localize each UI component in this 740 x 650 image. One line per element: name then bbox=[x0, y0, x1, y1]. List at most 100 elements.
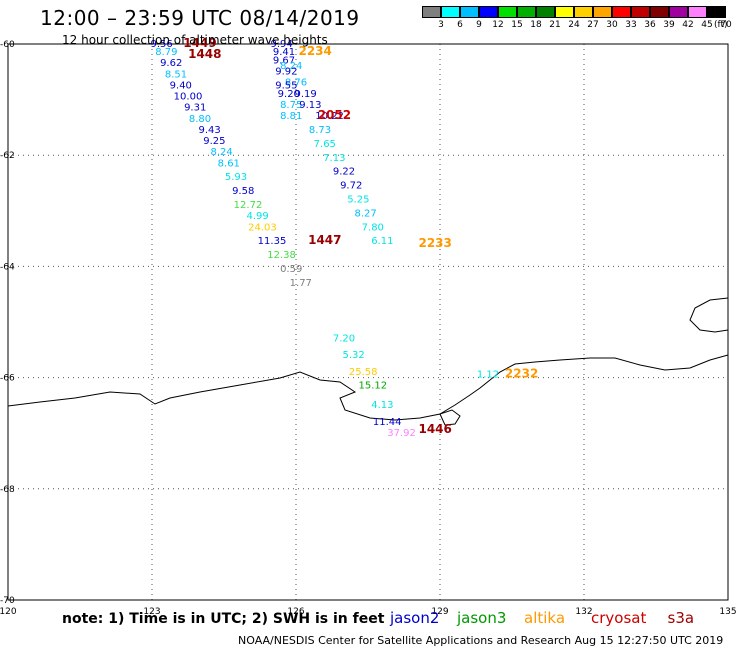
swh-value-label: 11.35 bbox=[258, 236, 287, 247]
swh-value-label: 9.19 bbox=[294, 89, 316, 100]
swh-value-label: 0.59 bbox=[280, 264, 302, 275]
swh-value-label: 8.51 bbox=[165, 69, 187, 80]
grid-lines bbox=[7, 43, 729, 601]
swh-value-label: 12.72 bbox=[234, 200, 263, 211]
colorbar-label: 24 bbox=[568, 20, 580, 30]
colorbar-swatch bbox=[707, 6, 726, 18]
colorbar-label: 36 bbox=[644, 20, 656, 30]
colorbar-label: 39 bbox=[663, 20, 675, 30]
pass-time-label: 1448 bbox=[188, 47, 221, 61]
swh-value-label: 9.72 bbox=[340, 181, 362, 192]
swh-value-label: 9.31 bbox=[184, 103, 206, 114]
satellite-legend-item: jason2 bbox=[390, 609, 440, 627]
colorbar-label: 70 bbox=[720, 20, 732, 30]
swh-value-label: 1.77 bbox=[290, 278, 312, 289]
chart-subtitle: 12 hour collection of altimeter wave hei… bbox=[62, 33, 328, 47]
y-tick-label: -64 bbox=[0, 262, 15, 272]
x-tick-label: 129 bbox=[431, 607, 448, 617]
y-tick-label: -60 bbox=[0, 40, 15, 50]
colorbar-swatch bbox=[593, 6, 612, 18]
swh-value-label: 25.58 bbox=[349, 367, 378, 378]
swh-value-label: 8.24 bbox=[280, 61, 302, 72]
swh-value-label: 6.11 bbox=[371, 236, 393, 247]
satellite-legend-item: altika bbox=[524, 609, 566, 627]
swh-value-label: 37.92 bbox=[387, 428, 416, 439]
colorbar-unit: (ft) bbox=[714, 20, 728, 30]
swh-value-label: 8.73 bbox=[309, 125, 331, 136]
y-tick-label: -70 bbox=[0, 596, 15, 606]
swh-value-label: 8.79 bbox=[155, 47, 177, 58]
coastline-path bbox=[689, 297, 729, 333]
satellite-legend-item: jason3 bbox=[457, 609, 507, 627]
swh-value-label: 9.41 bbox=[273, 47, 295, 58]
pass-time-label: 1449 bbox=[183, 36, 216, 50]
colorbar-label: 45 bbox=[701, 20, 713, 30]
colorbar-label: 18 bbox=[530, 20, 542, 30]
swh-value-label: 9.55 bbox=[275, 80, 297, 91]
swh-value-label: 11.44 bbox=[373, 417, 402, 428]
colorbar-swatch bbox=[574, 6, 593, 18]
swh-value-label: 9.58 bbox=[232, 186, 254, 197]
coastline-path bbox=[7, 354, 729, 421]
colorbar-swatch bbox=[479, 6, 498, 18]
swh-value-label: 9.22 bbox=[333, 167, 355, 178]
x-tick-label: 126 bbox=[287, 607, 304, 617]
axis-ticks: 120 123 126 129 132 135 -60 -62 -64 -66 -68 -70 bbox=[0, 40, 737, 617]
colorbar-swatch bbox=[650, 6, 669, 18]
y-tick-label: -62 bbox=[0, 151, 15, 161]
coastline bbox=[7, 297, 729, 426]
swh-value-label: 10.22 bbox=[315, 111, 344, 122]
swh-value-label: 9.40 bbox=[170, 80, 192, 91]
colorbar-swatch bbox=[460, 6, 479, 18]
pass-time-label: 1446 bbox=[418, 422, 451, 436]
swh-value-label: 8.81 bbox=[280, 111, 302, 122]
swh-value-label: 9.62 bbox=[160, 58, 182, 69]
swh-value-label: 24.03 bbox=[248, 222, 277, 233]
colorbar-label: 30 bbox=[606, 20, 618, 30]
x-tick-label: 123 bbox=[143, 607, 160, 617]
x-tick-label: 120 bbox=[0, 607, 17, 617]
swh-value-label: 9.67 bbox=[273, 55, 295, 66]
colorbar-swatch bbox=[631, 6, 650, 18]
colorbar-swatch bbox=[688, 6, 707, 18]
x-tick-label: 135 bbox=[719, 607, 736, 617]
swh-value-label: 8.61 bbox=[218, 158, 240, 169]
swh-value-label: 7.20 bbox=[333, 333, 355, 344]
swh-value-label: 5.32 bbox=[342, 350, 364, 361]
colorbar-swatch bbox=[517, 6, 536, 18]
colorbar-label: 33 bbox=[625, 20, 637, 30]
swh-value-label: 5.25 bbox=[347, 194, 369, 205]
swh-value-label: 7.65 bbox=[314, 139, 336, 150]
swh-value-label: 9.94 bbox=[270, 39, 292, 50]
pass-time-label: 1447 bbox=[308, 233, 341, 247]
swh-value-label: 9.20 bbox=[278, 89, 300, 100]
colorbar-label: 9 bbox=[476, 20, 482, 30]
swh-value-label: 9.56 bbox=[150, 39, 172, 50]
colorbar-swatch bbox=[612, 6, 631, 18]
swh-value-label: 8.76 bbox=[285, 78, 307, 89]
y-tick-label: -66 bbox=[0, 374, 15, 384]
coastline-path bbox=[439, 409, 461, 426]
colorbar-label: 3 bbox=[438, 20, 444, 30]
swh-value-label: 8.24 bbox=[210, 147, 232, 158]
swh-value-label: 8.80 bbox=[189, 114, 211, 125]
y-tick-label: -68 bbox=[0, 485, 15, 495]
colorbar-swatch bbox=[498, 6, 517, 18]
colorbar-swatch bbox=[536, 6, 555, 18]
swh-value-label: 8.27 bbox=[354, 208, 376, 219]
swh-value-label: 8.75 bbox=[280, 100, 302, 111]
swh-value-label: 4.99 bbox=[246, 211, 268, 222]
swh-value-label: 4.13 bbox=[371, 400, 393, 411]
colorbar-label: 21 bbox=[549, 20, 561, 30]
colorbar-swatch bbox=[555, 6, 574, 18]
colorbar-swatch bbox=[669, 6, 688, 18]
swh-value-label: 5.93 bbox=[225, 172, 247, 183]
satellite-legend-item: s3a bbox=[667, 609, 695, 627]
swh-value-label: 12.38 bbox=[267, 250, 296, 261]
swh-value-label: 9.43 bbox=[198, 125, 220, 136]
swh-value-label: 7.13 bbox=[323, 153, 345, 164]
swh-value-label: 10.00 bbox=[174, 92, 203, 103]
colorbar-label: 12 bbox=[492, 20, 504, 30]
